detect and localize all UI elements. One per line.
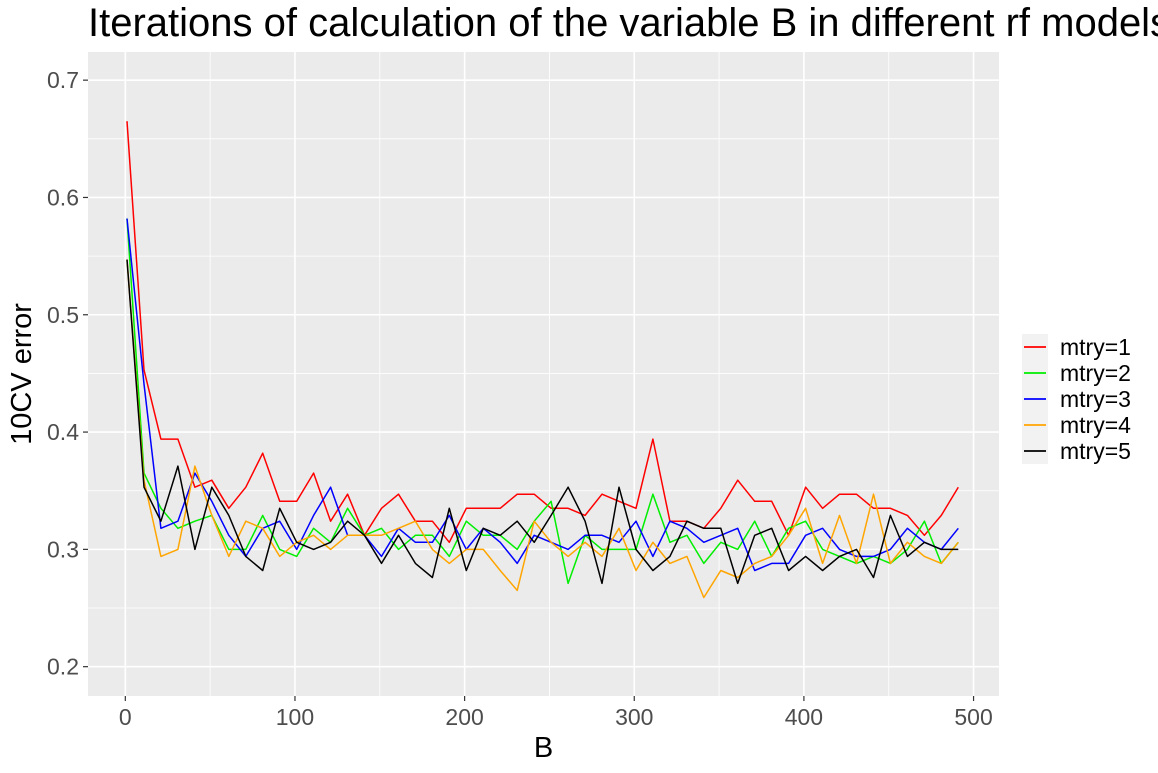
y-tick-label: 0.5 (47, 302, 79, 328)
y-tick-label: 0.3 (47, 536, 79, 562)
legend-label-5: mtry=5 (1060, 438, 1131, 464)
x-tick-label: 0 (119, 704, 132, 730)
series-line-2 (126, 218, 959, 585)
axes: 0 100 200 300 400 500 0.2 0.3 0.4 0.5 0.6 0.7 (47, 67, 993, 730)
x-tick-label: 500 (954, 704, 992, 730)
legend-label-3: mtry=3 (1060, 386, 1131, 412)
series-line-3 (126, 218, 959, 572)
series-line-4 (126, 259, 959, 599)
y-tick-label: 0.2 (47, 654, 79, 680)
x-tick-label: 400 (785, 704, 823, 730)
grid (88, 52, 999, 696)
plot-background (88, 52, 999, 696)
y-axis-title: 10CV error (6, 303, 38, 445)
x-tick-label: 300 (615, 704, 653, 730)
legend-label-4: mtry=4 (1060, 412, 1131, 438)
series-lines (126, 121, 959, 599)
legend-label-1: mtry=1 (1060, 334, 1131, 360)
y-tick-label: 0.6 (47, 184, 79, 210)
series-line-1 (126, 121, 959, 544)
chart-title: Iterations of calculation of the variabl… (88, 1, 1158, 45)
y-tick-label: 0.4 (47, 419, 79, 445)
x-tick-label: 200 (445, 704, 483, 730)
x-axis-title: B (534, 732, 553, 764)
series-line-5 (126, 259, 959, 585)
x-tick-label: 100 (276, 704, 314, 730)
legend-label-2: mtry=2 (1060, 360, 1131, 386)
y-tick-label: 0.7 (47, 67, 79, 93)
